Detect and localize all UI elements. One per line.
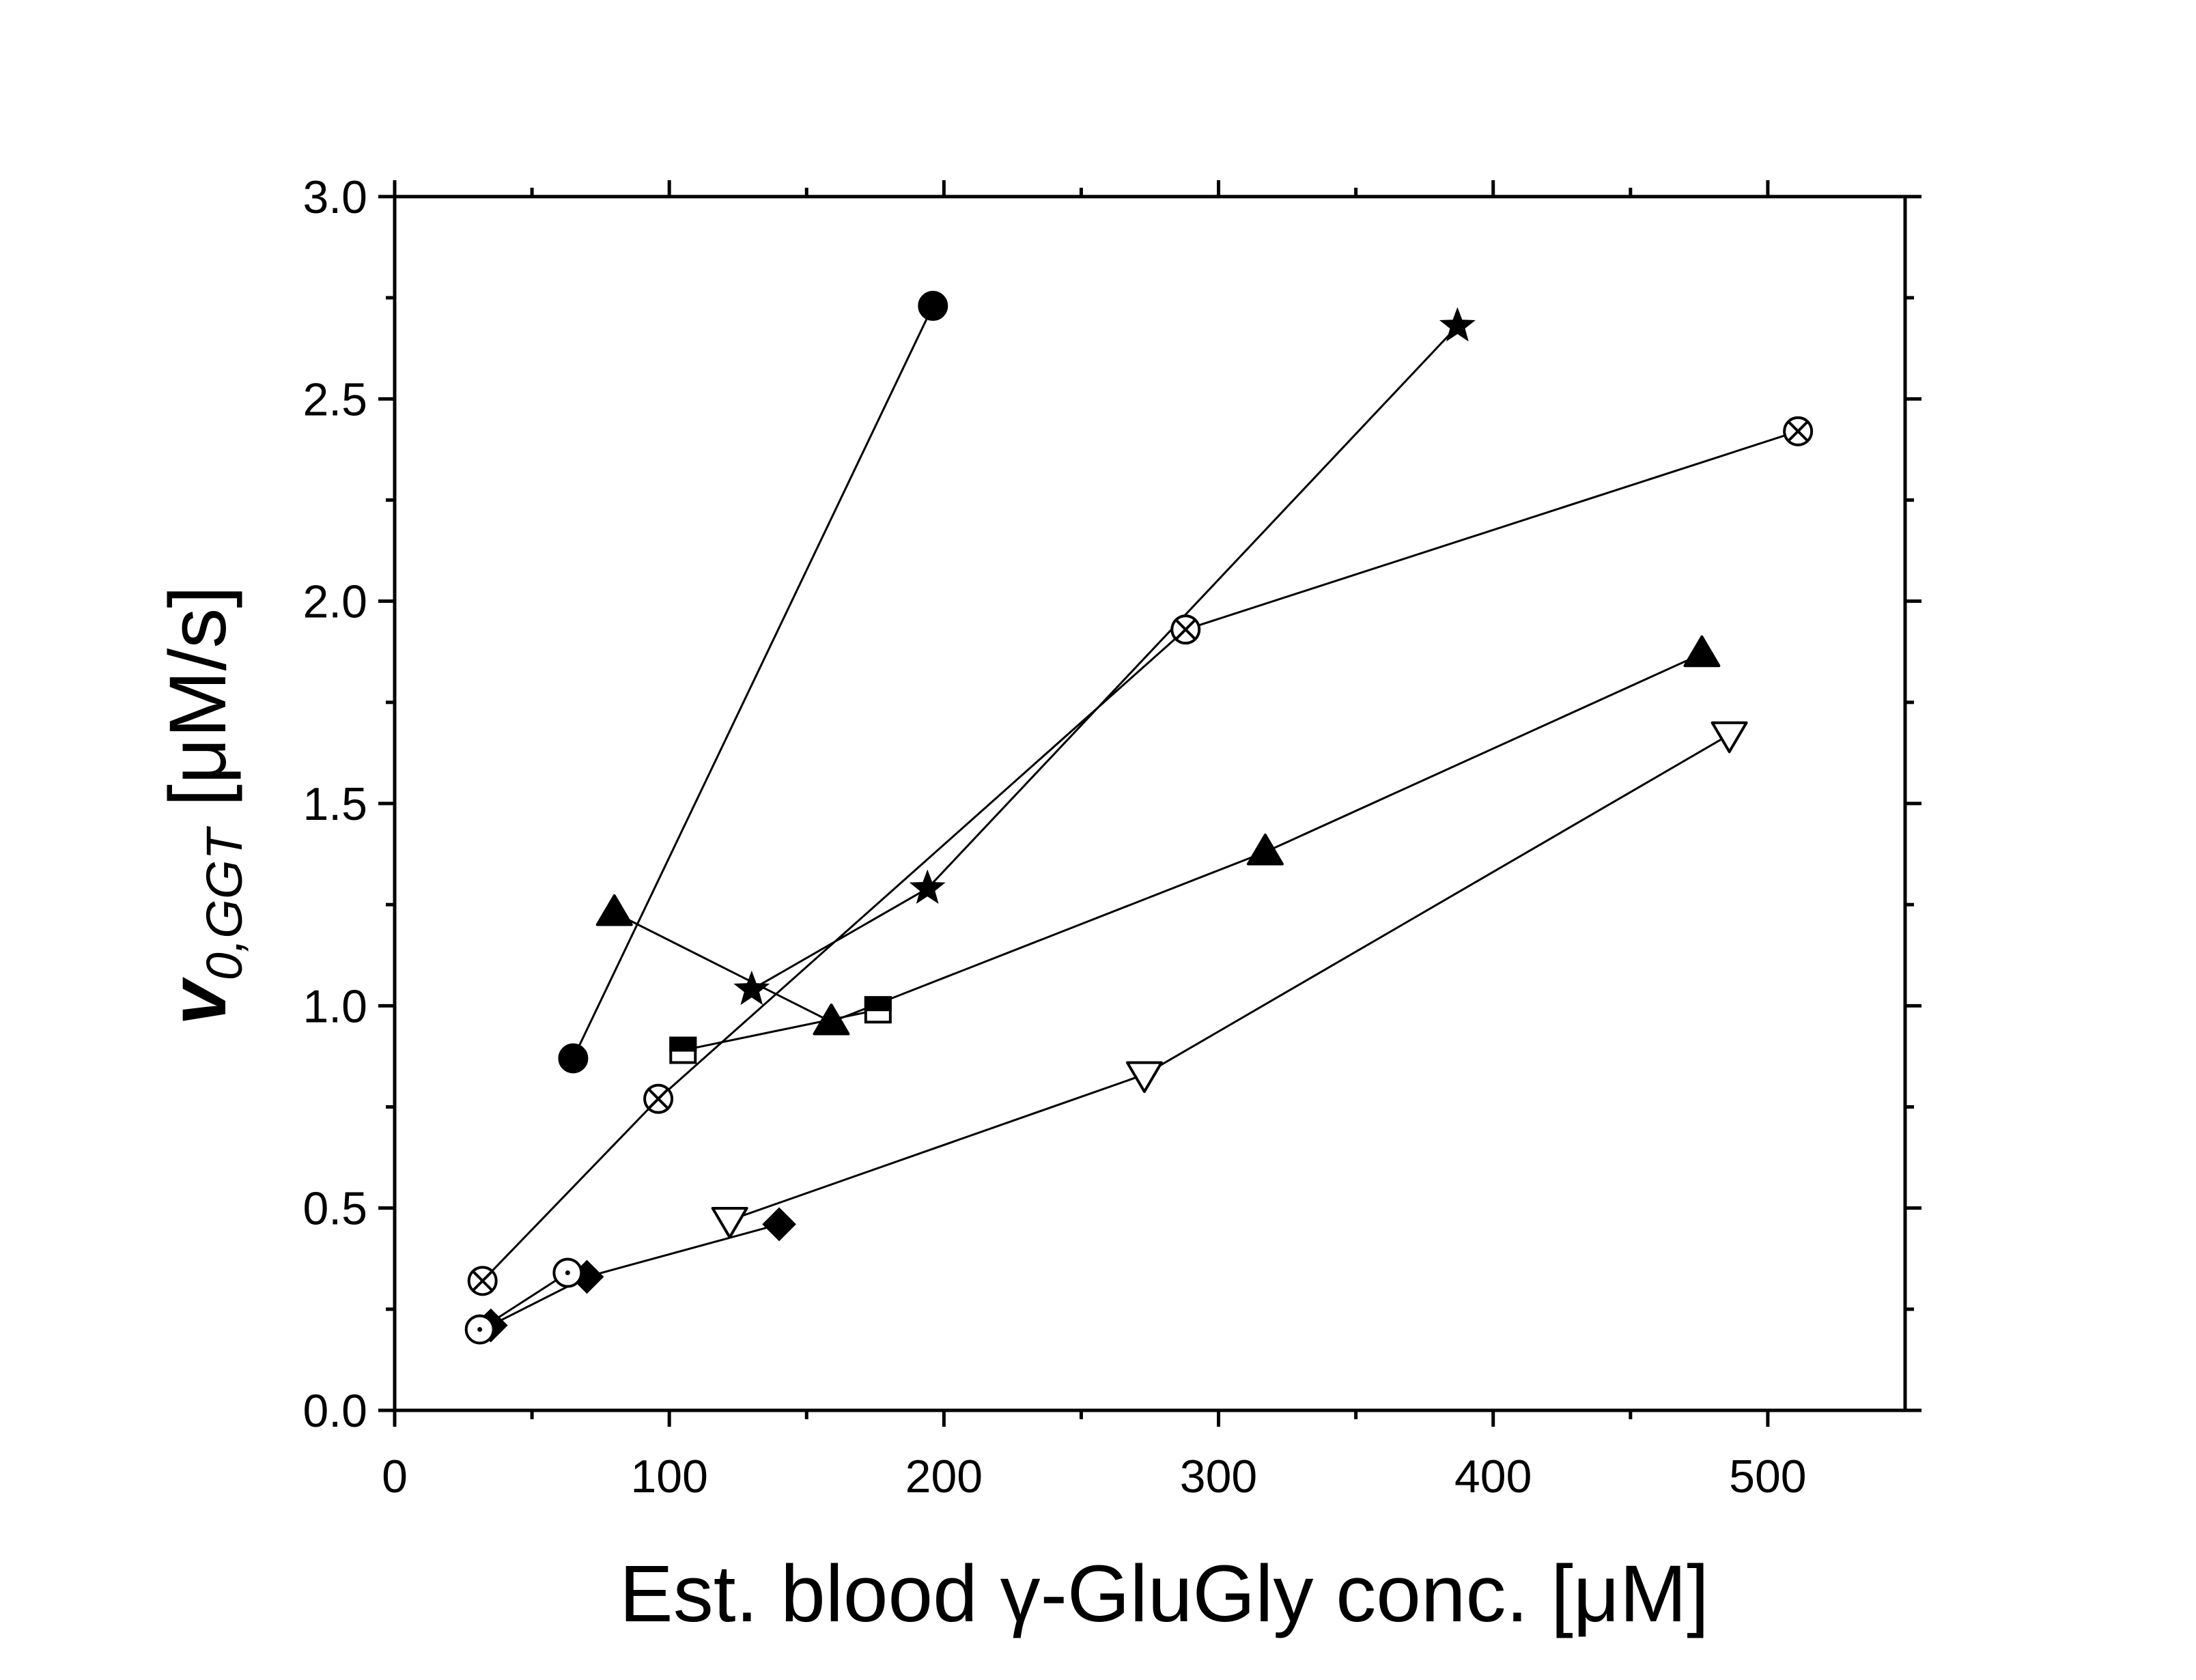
y-axis-title-subscript: 0,GGT — [196, 826, 253, 981]
star-point — [909, 869, 946, 905]
half-filled-square-point — [864, 996, 892, 1024]
x-tick-label: 200 — [905, 1451, 983, 1503]
open-triangle-down-point — [1711, 721, 1748, 754]
filled-triangle-point — [595, 894, 633, 926]
y-tick-label: 0.5 — [302, 1183, 367, 1235]
y-tick-label: 0.0 — [302, 1385, 367, 1437]
axis-ticks — [378, 180, 1922, 1427]
y-axis-title-unit: [μM/s] — [153, 586, 243, 829]
filled-diamond-point — [762, 1207, 796, 1242]
y-axis-title: v0,GGT [μM/s] — [153, 586, 253, 1025]
x-tick-label: 500 — [1729, 1451, 1806, 1503]
y-tick-label: 1.0 — [302, 980, 367, 1032]
y-axis-title-main: v — [153, 977, 243, 1025]
filled-triangle-series-line — [614, 653, 1703, 1023]
x-axis-title: Est. blood γ-GluGly conc. [μM] — [619, 1549, 1709, 1639]
crossed-circle-point — [1170, 614, 1201, 645]
y-tick-label: 3.0 — [302, 171, 367, 223]
series-markers — [464, 291, 1814, 1345]
y-axis-tick-labels: 0.0 0.5 1.0 1.5 2.0 2.5 3.0 — [302, 171, 367, 1437]
crossed-circle-point — [467, 1266, 498, 1296]
crossed-circle-point — [1783, 416, 1814, 446]
dotted-open-circle-point — [552, 1257, 583, 1288]
x-axis-tick-labels: 0 100 200 300 400 500 — [382, 1451, 1807, 1503]
open-triangle-down-point — [711, 1206, 748, 1239]
open-triangle-down-point — [1125, 1061, 1163, 1094]
x-tick-label: 100 — [630, 1451, 707, 1503]
filled-triangle-point — [1246, 834, 1284, 866]
filled-circle-series-line — [572, 305, 934, 1059]
filled-triangle-point — [1683, 635, 1721, 668]
crossed-circle-series-line — [481, 430, 1799, 1282]
x-tick-label: 300 — [1180, 1451, 1257, 1503]
x-tick-label: 0 — [382, 1451, 408, 1503]
filled-circle-point — [558, 1043, 589, 1074]
x-tick-label: 400 — [1454, 1451, 1532, 1503]
filled-circle-point — [918, 291, 948, 322]
y-tick-label: 2.0 — [302, 576, 367, 628]
dotted-open-circle-point — [464, 1314, 495, 1345]
half-filled-square-point — [669, 1036, 697, 1064]
star-point — [1439, 307, 1476, 342]
y-tick-label: 2.5 — [302, 373, 367, 425]
half-filled-square-series-line — [682, 1008, 879, 1051]
star-point — [733, 970, 770, 1006]
crossed-circle-point — [643, 1083, 674, 1114]
filled-triangle-point — [813, 1003, 850, 1036]
y-tick-label: 1.5 — [302, 778, 367, 830]
